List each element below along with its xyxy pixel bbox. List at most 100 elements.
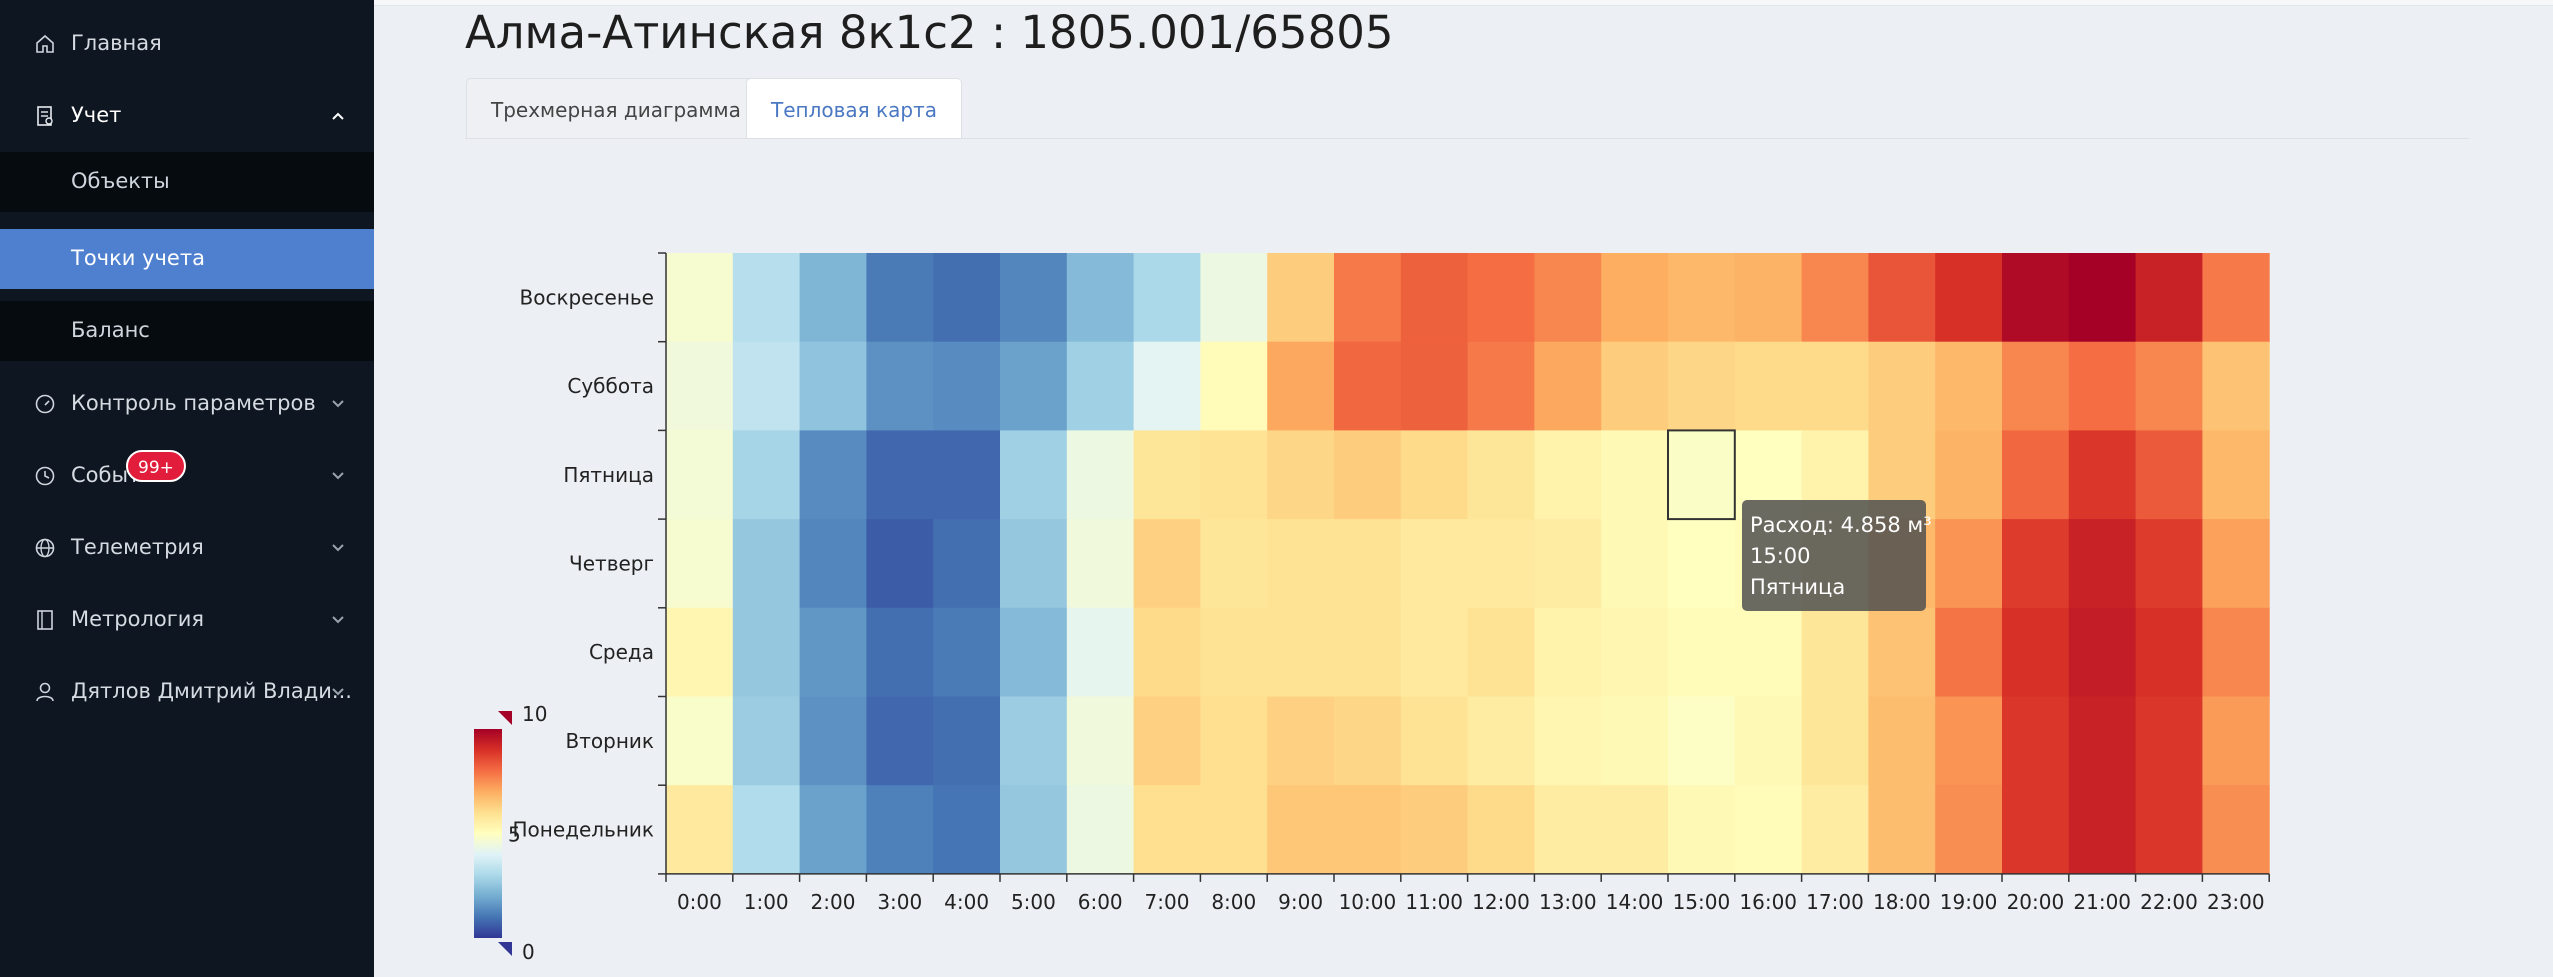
heatmap-cell[interactable] [1601, 430, 1669, 520]
heatmap-cell[interactable] [2202, 253, 2270, 343]
heatmap-cell[interactable] [1467, 430, 1535, 520]
sidebar-item-parameter-control[interactable]: Контроль параметров [0, 374, 374, 434]
heatmap-cell[interactable] [1467, 253, 1535, 343]
sidebar-subitem-objects[interactable]: Объекты [0, 152, 374, 212]
heatmap-cell[interactable] [1133, 253, 1201, 343]
heatmap-cell[interactable] [1668, 341, 1736, 431]
heatmap-cell[interactable] [1935, 607, 2003, 697]
heatmap-cell[interactable] [1467, 696, 1535, 786]
sidebar-item-home[interactable]: Главная [0, 14, 374, 74]
heatmap-cell[interactable] [1066, 341, 1135, 431]
heatmap-cell[interactable] [1133, 696, 1201, 786]
heatmap-cell[interactable] [1467, 607, 1535, 697]
heatmap-cell[interactable] [1267, 430, 1335, 520]
heatmap-cell[interactable] [732, 253, 801, 343]
heatmap-cell[interactable] [1334, 785, 1402, 875]
heatmap-cell[interactable] [2202, 696, 2270, 786]
heatmap-cell[interactable] [1801, 341, 1869, 431]
heatmap-cell[interactable] [1868, 607, 1936, 697]
heatmap-cell[interactable] [2202, 341, 2270, 431]
heatmap-cell[interactable] [866, 341, 934, 431]
heatmap-cell[interactable] [1467, 519, 1535, 609]
heatmap-cell[interactable] [866, 430, 934, 520]
heatmap-cell[interactable] [1868, 341, 1936, 431]
heatmap-cell[interactable] [1400, 253, 1469, 343]
heatmap-cell[interactable] [1668, 696, 1736, 786]
heatmap-cell[interactable] [2068, 341, 2137, 431]
heatmap-cell[interactable] [1734, 785, 1803, 875]
heatmap-cell[interactable] [2135, 341, 2203, 431]
sidebar-subitem-metering-points[interactable]: Точки учета [0, 229, 374, 289]
heatmap-cell[interactable] [1801, 253, 1869, 343]
heatmap-cell[interactable] [1200, 696, 1268, 786]
heatmap-cell[interactable] [1801, 785, 1869, 875]
heatmap-cell[interactable] [1601, 696, 1669, 786]
notification-badge[interactable]: 99+ [126, 450, 186, 482]
heatmap-cell[interactable] [2068, 785, 2137, 875]
heatmap-cell[interactable] [2202, 785, 2270, 875]
heatmap-cell[interactable] [1467, 785, 1535, 875]
heatmap-cell[interactable] [1267, 607, 1335, 697]
heatmap-cell[interactable] [933, 519, 1001, 609]
heatmap-cell[interactable] [2068, 519, 2137, 609]
heatmap-cell[interactable] [1534, 696, 1602, 786]
tab-heatmap[interactable]: Тепловая карта [746, 78, 962, 138]
sidebar-item-accounting[interactable]: Учет [0, 86, 374, 146]
heatmap-cell[interactable] [933, 696, 1001, 786]
heatmap-cell[interactable] [1668, 607, 1736, 697]
heatmap-cell[interactable] [1734, 696, 1803, 786]
tab-3d-chart[interactable]: Трехмерная диаграмма [466, 78, 766, 138]
sidebar-item-metrology[interactable]: Метрология [0, 590, 374, 650]
heatmap-cell[interactable] [1066, 253, 1135, 343]
heatmap-cell[interactable] [799, 341, 867, 431]
heatmap-cell[interactable] [1334, 696, 1402, 786]
heatmap-cell[interactable] [732, 785, 801, 875]
heatmap-cell[interactable] [1200, 253, 1268, 343]
heatmap-cell[interactable] [1601, 785, 1669, 875]
heatmap-cell[interactable] [1000, 785, 1068, 875]
heatmap-cell[interactable] [1066, 785, 1135, 875]
heatmap-cell[interactable] [933, 253, 1001, 343]
heatmap-cell[interactable] [1534, 785, 1602, 875]
heatmap-cell[interactable] [1133, 785, 1201, 875]
heatmap-cell[interactable] [2068, 696, 2137, 786]
sidebar-item-user[interactable]: Дятлов Дмитрий Влади... [0, 662, 374, 722]
heatmap-cell[interactable] [2002, 341, 2070, 431]
heatmap-cell[interactable] [1801, 696, 1869, 786]
heatmap-cell[interactable] [2002, 696, 2070, 786]
heatmap-cell[interactable] [933, 785, 1001, 875]
heatmap-cell[interactable] [866, 696, 934, 786]
heatmap-cell[interactable] [1267, 253, 1335, 343]
heatmap-cell[interactable] [2002, 607, 2070, 697]
heatmap-cell[interactable] [2135, 519, 2203, 609]
heatmap-cell[interactable] [1400, 607, 1469, 697]
heatmap-cell[interactable] [1267, 696, 1335, 786]
heatmap-cell[interactable] [1801, 607, 1869, 697]
heatmap-cell[interactable] [732, 519, 801, 609]
heatmap-cell[interactable] [1534, 430, 1602, 520]
heatmap-cell[interactable] [2135, 696, 2203, 786]
heatmap-cell[interactable] [732, 607, 801, 697]
heatmap-cell[interactable] [2202, 430, 2270, 520]
heatmap-cell[interactable] [1601, 341, 1669, 431]
heatmap-cell[interactable] [1668, 253, 1736, 343]
heatmap-cell[interactable] [1734, 607, 1803, 697]
heatmap-cell[interactable] [2068, 430, 2137, 520]
heatmap-cell[interactable] [1467, 341, 1535, 431]
heatmap-cell[interactable] [666, 785, 734, 875]
heatmap-cell[interactable] [1133, 430, 1201, 520]
heatmap-cell[interactable] [1935, 696, 2003, 786]
sidebar-item-telemetry[interactable]: Телеметрия [0, 518, 374, 578]
heatmap-cell[interactable] [2002, 253, 2070, 343]
heatmap-cell[interactable] [866, 253, 934, 343]
heatmap-cell[interactable] [866, 607, 934, 697]
heatmap-cell[interactable] [933, 430, 1001, 520]
heatmap-cell[interactable] [1000, 607, 1068, 697]
heatmap-cell[interactable] [933, 607, 1001, 697]
heatmap-cell[interactable] [1935, 785, 2003, 875]
heatmap-cell[interactable] [1400, 341, 1469, 431]
heatmap-cell[interactable] [1668, 519, 1736, 609]
heatmap-cell[interactable] [1000, 253, 1068, 343]
heatmap-cell[interactable] [1267, 785, 1335, 875]
heatmap-cell[interactable] [1000, 341, 1068, 431]
